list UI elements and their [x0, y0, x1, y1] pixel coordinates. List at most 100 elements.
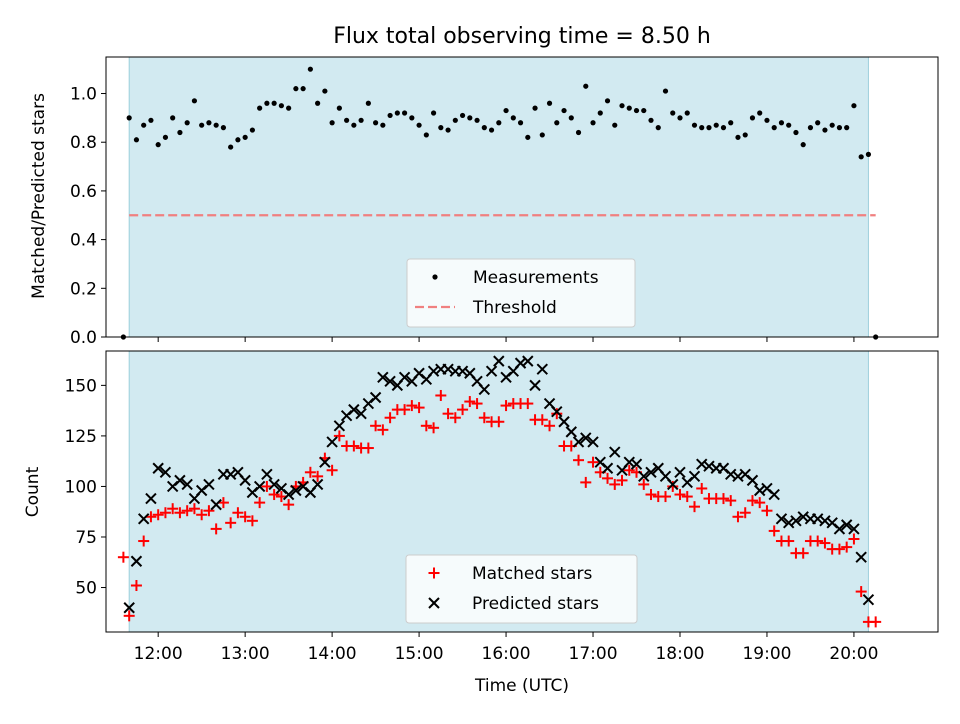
predicted-stars-point	[203, 478, 215, 491]
matched-stars-point	[746, 495, 758, 507]
predicted-stars-point	[377, 371, 389, 383]
predicted-stars-point	[840, 519, 853, 531]
measurement-point	[264, 100, 270, 106]
predicted-stars-point	[137, 513, 150, 525]
matched-stars-point	[312, 470, 324, 482]
measurement-point	[488, 127, 495, 133]
predicted-stars-point	[384, 375, 396, 388]
predicted-stars-point	[326, 436, 338, 448]
measurement-point	[242, 134, 248, 140]
measurement-point	[322, 88, 328, 94]
matched-stars-point	[754, 497, 766, 509]
predicted-stars-point	[398, 371, 411, 383]
matched-stars-point	[471, 398, 483, 410]
x-axis-label: Time (UTC)	[474, 676, 569, 696]
predicted-stars-point	[427, 365, 440, 377]
measurement-point	[590, 120, 596, 126]
measurement-point	[554, 120, 560, 126]
measurement-point	[148, 117, 154, 123]
predicted-stars-point	[485, 365, 498, 377]
matched-stars-point	[819, 537, 831, 549]
x-tick-label: 15:00	[395, 644, 444, 664]
matched-stars-point	[522, 398, 534, 410]
measurement-point	[474, 117, 480, 123]
measurement-point	[459, 112, 466, 119]
matched-stars-point	[580, 476, 592, 488]
matched-stars-point	[659, 491, 671, 503]
predicted-stars-point	[290, 484, 302, 497]
matched-stars-point	[138, 535, 150, 547]
predicted-stars-point	[181, 478, 193, 491]
measurement-point	[764, 117, 770, 123]
matched-stars-point	[732, 511, 744, 523]
predicted-stars-point	[333, 420, 346, 432]
measurement-point	[626, 105, 632, 111]
matched-stars-point	[428, 422, 440, 434]
measurement-point	[416, 122, 422, 128]
measurement-point	[133, 137, 140, 143]
matched-stars-point	[544, 420, 556, 432]
matched-stars-point	[123, 610, 135, 622]
y-tick-label: 50	[75, 579, 97, 599]
measurement-point	[380, 122, 386, 128]
measurement-point	[452, 117, 458, 123]
measurement-point	[728, 120, 734, 126]
predicted-stars-point	[862, 593, 875, 606]
measurement-point	[300, 86, 306, 92]
predicted-stars-point	[797, 511, 809, 523]
predicted-stars-point	[123, 602, 135, 614]
measurement-point	[191, 98, 198, 104]
legend-handle-dot	[432, 274, 438, 280]
matched-stars-point	[377, 424, 389, 436]
measurement-point	[162, 134, 169, 140]
measurement-point	[807, 125, 814, 131]
legend-label: Predicted stars	[472, 594, 599, 614]
matched-stars-point	[623, 464, 635, 476]
predicted-stars-point	[587, 436, 599, 448]
predicted-stars-point	[319, 456, 331, 468]
predicted-stars-point	[282, 488, 295, 501]
matched-stars-point	[602, 472, 614, 484]
matched-stars-point	[181, 505, 193, 517]
matched-stars-point	[217, 497, 229, 509]
measurement-point	[430, 110, 437, 116]
measurement-point	[394, 110, 400, 116]
matched-stars-point	[152, 509, 164, 521]
measurement-point	[199, 122, 205, 128]
x-tick-label: 14:00	[308, 644, 357, 664]
matched-stars-point	[536, 414, 548, 426]
measurement-point	[699, 125, 705, 131]
matched-stars-point	[500, 400, 512, 412]
top-panel-data	[120, 57, 879, 340]
matched-stars-point	[848, 533, 860, 545]
predicted-stars-point	[819, 515, 831, 527]
predicted-stars-point	[514, 357, 527, 369]
matched-stars-point	[188, 503, 200, 515]
measurement-point	[778, 120, 785, 126]
predicted-stars-point	[754, 484, 766, 497]
measurement-point	[213, 122, 219, 128]
measurement-point	[177, 129, 183, 136]
predicted-stars-point	[630, 458, 643, 470]
predicted-stars-point	[855, 551, 867, 563]
predicted-stars-point	[174, 474, 186, 487]
matched-stars-point	[254, 497, 266, 509]
bottom-panel-x-ticks: 12:00 13:00 14:00 15:00 16:00 17:00 18:00 19:00…	[134, 632, 878, 664]
matched-stars-point	[406, 400, 418, 412]
matched-stars-point	[797, 547, 809, 559]
predicted-stars-point	[348, 403, 360, 416]
matched-stars-point	[239, 511, 251, 523]
measurement-point	[735, 134, 741, 140]
measurement-point	[793, 129, 799, 136]
measurement-point	[517, 120, 524, 126]
measurement-point	[249, 127, 255, 133]
measurement-point	[278, 103, 284, 109]
matched-stars-point	[667, 480, 679, 492]
matched-stars-point	[457, 404, 469, 416]
top-panel-x-ticks	[157, 337, 855, 342]
predicted-stars-point	[152, 462, 164, 474]
predicted-stars-point	[811, 513, 824, 525]
matched-stars-point	[464, 396, 476, 408]
measurement-point	[742, 132, 748, 138]
measurement-point	[836, 125, 843, 131]
